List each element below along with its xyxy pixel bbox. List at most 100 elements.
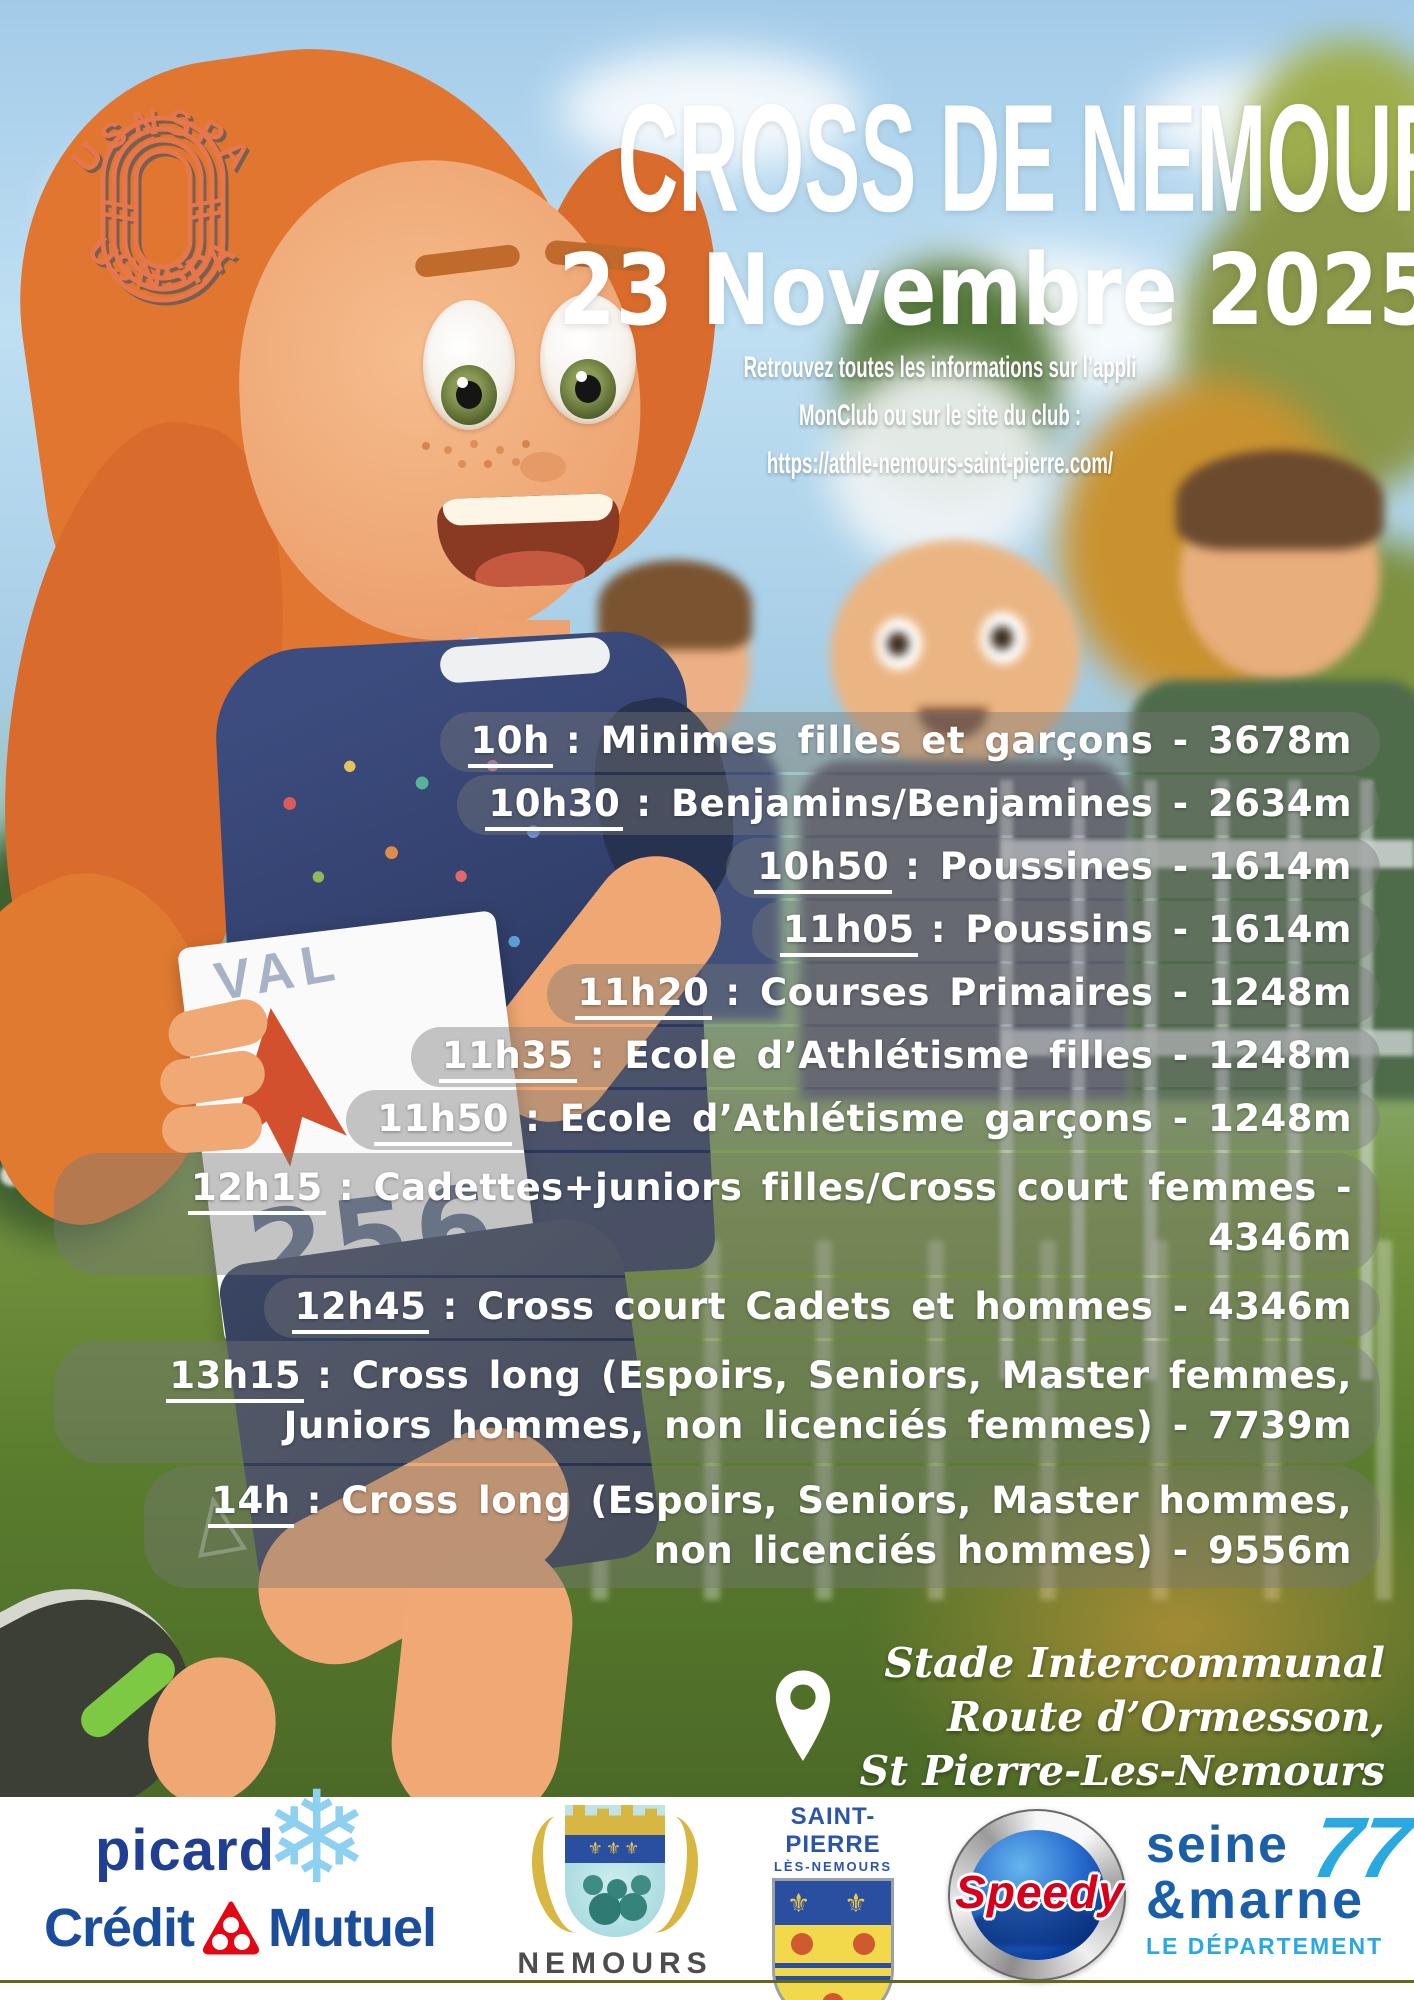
girl-eye [423,300,515,430]
globe-wave [969,1902,1105,1946]
eye-glint [456,377,468,388]
event-date: 23 Novembre 2025 [558,234,1414,348]
venue-line: Stade Intercommunal [884,1639,1385,1687]
seine-et-marne-logo: 77 seine &marne LE DÉPARTEMENT [1146,1800,1414,1960]
tongue [474,549,586,590]
race-details: : Poussins - 1614m [930,908,1352,951]
nose [520,452,566,482]
sunlight-glow [860,1430,1414,1797]
nemours-crest-icon: ⚜⚜⚜ [523,1805,707,1939]
saint-pierre-logo: SAINT-PIERRE LÈS-NEMOURS ⚜⚜ [748,1803,918,2000]
spectator-eye [876,618,922,670]
race-details: : Cross long (Espoirs, Seniors, Master h… [306,1479,1352,1572]
race-time: 11h20 [574,971,713,1020]
race-time: 10h50 [754,845,893,894]
race-details: : Ecole d’Athlétisme filles - 1248m [589,1034,1352,1077]
schedule-item: 14h: Cross long (Espoirs, Seniors, Maste… [144,1466,1380,1588]
schedule-item: 11h50 : Ecole d’Athlétisme garçons - 1248… [346,1090,1380,1150]
teeth [442,493,614,526]
event-title: CROSS DE NEMOURS [617,72,1414,244]
race-details: : Benjamins/Benjamines - 2634m [636,782,1352,825]
iris [441,365,497,425]
saint-pierre-crest-icon: ⚜⚜ [772,1878,894,2000]
race-time: 11h50 [374,1097,513,1146]
speedy-globe-icon [969,1830,1105,1960]
svg-text:USNSPA: USNSPA [68,100,258,180]
spectator-pupil [887,632,909,656]
race-time: 12h15 [187,1166,326,1215]
schedule-item: 11h20 : Courses Primaires - 1248m [546,964,1380,1024]
credit-mutuel-logo: Crédit Mutuel [14,1897,466,1959]
svg-text:USNSPA: USNSPA [79,228,246,298]
race-details: : Poussines - 1614m [905,845,1352,888]
sponsor-footer: ❄ picard Crédit Mutuel ⚜⚜⚜ [0,1775,1414,2000]
venue-line: St Pierre-Les-Nemours [859,1747,1385,1795]
club-website-url[interactable]: https://athle-nemours-saint-pierre.com/ [766,447,1114,480]
fleur-de-lis-band: ⚜⚜⚜ [565,1835,665,1863]
race-details: : Cross court Cadets et hommes - 4346m [442,1285,1352,1328]
track-oval-icon [100,115,226,303]
shield-field [775,1925,891,2000]
race-time: 14h [208,1479,294,1528]
race-details: : Ecole d’Athlétisme garçons - 1248m [525,1097,1352,1140]
race-details: : Cross long (Espoirs, Seniors, Master f… [283,1354,1352,1447]
schedule-item: 10h : Minimes filles et garçons - 3678m [439,712,1380,772]
nemours-logo: ⚜⚜⚜ NEMOURS [512,1805,718,1981]
credit-mutuel-word2: Mutuel [268,1898,437,1958]
speedy-wordmark: Speedy [955,1866,1125,1918]
rose-icons [791,1933,813,1955]
girl-eye [540,294,636,424]
race-time: 13h15 [166,1354,305,1403]
smiling-mouth [436,492,622,590]
river-waves-icon [775,1963,891,1987]
speedy-logo: Speedy [948,1809,1132,1987]
trees-icon [583,1875,603,1895]
speedy-chrome-ring [948,1809,1126,1981]
info-line: MonClub ou sur le site du club : [798,399,1082,432]
eye-glint [575,371,587,382]
race-time: 11h35 [438,1034,577,1083]
tent-shape [830,360,1050,570]
shield-field [565,1863,665,1937]
race-time: 11h05 [779,908,918,957]
club-name-top: USNSPA [68,100,258,180]
picard-wordmark: picard [95,1818,276,1883]
freckles [470,440,478,448]
marne-word: &marne [1146,1870,1366,1930]
background-illustration: VAL 256 [0,0,1414,1797]
race-time: 10h30 [485,782,624,831]
seine-word: seine [1146,1816,1289,1874]
schedule-item: 10h50 : Poussines - 1614m [726,838,1380,898]
schedule-item: 12h45: Cross court Cadets et hommes - 43… [263,1278,1380,1338]
race-details: : Courses Primaires - 1248m [725,971,1352,1014]
iris [560,359,616,419]
schedule-item: 11h05 : Poussins - 1614m [751,901,1380,961]
spectator-pupil [991,626,1013,650]
venue-address: Stade Intercommunal Route d’Ormesson, St… [860,1636,1385,1798]
race-time: 10h [467,719,553,768]
saint-pierre-subtitle: LÈS-NEMOURS [773,1859,893,1874]
castle-crown-icon [565,1805,665,1835]
credit-mutuel-icon [202,1901,260,1955]
fleur-de-lis-band: ⚜⚜ [775,1881,891,1925]
race-details: : Minimes filles et garçons - 3678m [565,719,1352,762]
venue-line: Route d’Ormesson, [947,1693,1385,1741]
race-details: : Cadettes+juniors filles/Cross court fe… [338,1166,1352,1259]
shorts-logo [198,1495,248,1558]
usnspa-club-logo: USNSPA USNSPA [68,100,258,303]
info-block: Retrouvez toutes les informations sur l’… [618,344,1263,488]
departement-caption: LE DÉPARTEMENT [1146,1933,1384,1959]
schedule-item: 12h15: Cadettes+juniors filles/Cross cou… [54,1153,1380,1275]
saint-pierre-title: SAINT-PIERRE [785,1803,881,1858]
club-name-bottom: USNSPA [79,228,241,298]
info-line: Retrouvez toutes les informations sur l’… [743,351,1137,384]
spectator-hair [1176,450,1384,550]
schedule-list: 10h : Minimes filles et garçons - 3678m 1… [30,712,1380,1588]
spectator-eye [980,612,1026,664]
nemours-label: NEMOURS [517,1947,713,1980]
picard-logo: ❄ picard [95,1775,425,1903]
location-block: Stade Intercommunal Route d’Ormesson, St… [772,1636,1385,1798]
schedule-item: 13h15: Cross long (Espoirs, Seniors, Mas… [54,1341,1380,1463]
crowd-barrier [1000,780,1414,1380]
